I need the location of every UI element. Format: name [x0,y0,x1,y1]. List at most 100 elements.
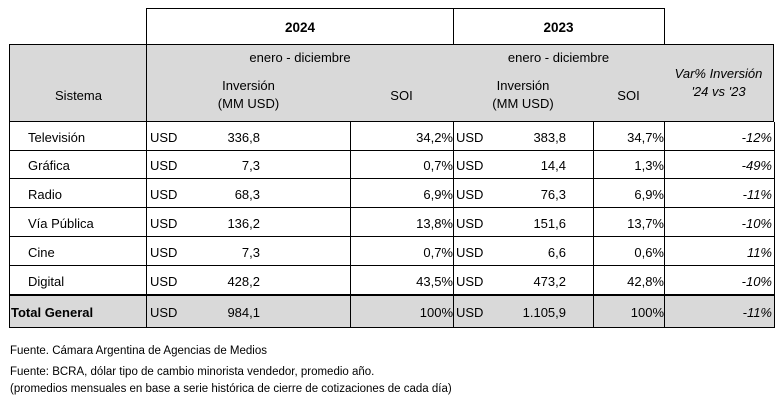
cell-divider [593,237,594,266]
currency-2023-cell: USD [456,129,484,145]
cell-divider [593,122,594,151]
cell-divider [453,237,454,266]
cell-divider [453,266,454,295]
var-cell: 11% [746,244,772,260]
cell-divider [664,151,665,179]
cell-divider [146,208,147,237]
currency-2024-cell: USD [150,158,178,173]
var-cell: -49% [741,158,772,173]
inversion-2024-cell: 68,3 [234,186,260,202]
soi-2023-label: SOI [617,87,640,103]
currency-2024-cell: USD [150,215,178,231]
sistema-cell: Total General [11,304,94,320]
currency-2023-cell: USD [456,273,484,289]
table-row [9,208,774,237]
table-row [9,266,774,295]
soi-2024-label: SOI [390,87,413,103]
soi-2024-cell: 13,8% [416,215,453,231]
table-row [9,122,774,151]
currency-2023-cell: USD [456,244,484,260]
cell-divider [774,208,775,237]
inversion-2024-header: Inversión (MM USD) [146,69,351,122]
cell-divider [664,295,665,328]
soi-2023-cell: 1,3% [634,158,664,173]
cell-divider [146,179,147,208]
cell-divider [146,266,147,295]
cell-divider [774,237,775,266]
cell-divider [453,122,454,151]
soi-2024-cell: 0,7% [423,158,453,173]
inversion-2024-line2: (MM USD) [217,96,280,111]
cell-divider [146,295,147,328]
soi-2023-cell: 6,9% [634,186,664,202]
period-2024-label: enero - diciembre [249,49,351,65]
cell-divider [593,151,594,179]
var-header-line1: Var% Inversión [674,66,763,82]
currency-2024-cell: USD [150,273,178,289]
table-row [9,237,774,266]
period-2024: enero - diciembre [146,44,454,70]
soi-2024-cell: 0,7% [423,244,453,260]
source-note-2: Fuente: BCRA, dólar tipo de cambio minor… [10,366,375,378]
inversion-2023-cell: 6,6 [547,244,566,260]
inversion-2023-cell: 76,3 [540,186,566,202]
source-note-1: Fuente. Cámara Argentina de Agencias de … [10,345,267,357]
var-header: Var% Inversión '24 vs '23 [664,44,774,122]
cell-divider [774,151,775,179]
soi-2024-cell: 100% [419,304,453,320]
var-cell: -12% [741,129,772,145]
inversion-2023-header: Inversión (MM USD) [453,69,594,122]
inversion-2024-cell: 7,3 [241,244,260,260]
inversion-2024-cell: 336,8 [227,129,260,145]
inversion-2023-cell: 14,4 [540,158,566,173]
currency-2024-cell: USD [150,129,178,145]
currency-2023-cell: USD [456,304,484,320]
cell-divider [453,208,454,237]
year-2023-header: 2023 [453,8,665,45]
cell-divider [593,179,594,208]
cell-divider [453,151,454,179]
source-note-3: (promedios mensuales en base a serie his… [10,383,452,395]
sistema-cell: Vía Pública [28,215,94,231]
cell-divider [664,122,665,151]
inversion-2024-cell: 984,1 [227,304,260,320]
inversion-2023-line1: Inversión [496,78,550,94]
cell-divider [350,151,351,179]
currency-2023-cell: USD [456,215,484,231]
soi-2023-cell: 34,7% [627,129,664,145]
cell-divider [453,295,454,328]
var-cell: -11% [742,186,772,202]
currency-2023-cell: USD [456,158,484,173]
cell-divider [664,208,665,237]
year-2023-label: 2023 [543,19,574,35]
cell-divider [146,237,147,266]
sistema-cell: Gráfica [28,158,70,173]
cell-divider [146,122,147,151]
sistema-cell: Televisión [28,129,86,145]
inversion-2023-cell: 1.105,9 [522,304,566,320]
soi-2024-header: SOI [350,69,454,122]
cell-divider [664,266,665,295]
period-2023: enero - diciembre [453,44,665,70]
cell-divider [350,266,351,295]
year-2024-label: 2024 [284,19,316,35]
soi-2024-cell: 6,9% [423,186,453,202]
cell-divider [593,295,594,328]
currency-2023-cell: USD [456,186,484,202]
currency-2024-cell: USD [150,304,178,320]
var-cell: -10% [741,273,772,289]
soi-2023-cell: 0,6% [634,244,664,260]
cell-divider [774,179,775,208]
cell-divider [350,295,351,328]
sistema-cell: Radio [28,186,62,202]
var-cell: -11% [742,304,772,320]
cell-divider [774,295,775,328]
soi-2023-header: SOI [593,69,665,122]
total-row [9,295,774,328]
currency-2024-cell: USD [150,244,178,260]
sistema-header: Sistema [9,44,147,122]
cell-divider [664,179,665,208]
table-row [9,151,774,179]
cell-divider [774,122,775,151]
var-header-line2: '24 vs '23 [691,84,746,99]
